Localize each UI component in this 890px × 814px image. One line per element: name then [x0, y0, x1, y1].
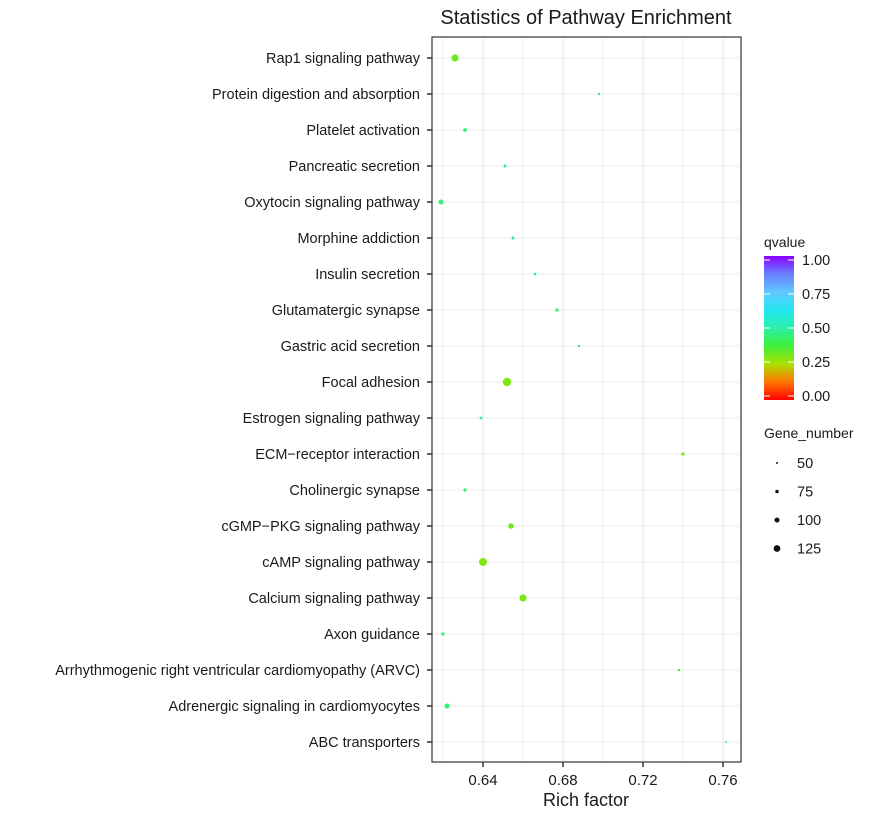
panel-border: [431, 36, 742, 763]
y-tick-label: ECM−receptor interaction: [255, 447, 420, 463]
colorbar-label: 0.50: [802, 321, 830, 337]
data-point: [677, 668, 681, 672]
size-legend-label: 50: [797, 456, 813, 472]
y-tick-label: Insulin secretion: [315, 267, 420, 283]
y-tick-label: Arrhythmogenic right ventricular cardiom…: [55, 663, 420, 679]
data-point: [438, 199, 444, 205]
size-legend-dot: [776, 462, 778, 464]
x-tick-label: 0.76: [708, 772, 737, 789]
chart-title: Statistics of Pathway Enrichment: [440, 7, 732, 29]
x-tick-label: 0.68: [548, 772, 577, 789]
colorbar-label: 0.00: [802, 389, 830, 405]
data-point: [479, 416, 483, 420]
data-point: [451, 54, 459, 62]
x-tick-label: 0.72: [628, 772, 657, 789]
gene-number-legend: Gene_number 50 75 100 125: [764, 425, 854, 558]
qvalue-legend-title: qvalue: [764, 234, 805, 250]
size-legend-dot: [774, 517, 780, 523]
size-legend-label: 125: [797, 542, 821, 558]
size-legend-label: 75: [797, 485, 813, 501]
y-tick-label: Protein digestion and absorption: [212, 87, 420, 103]
data-point: [463, 488, 467, 492]
y-tick-label: Axon guidance: [324, 627, 420, 643]
colorbar-label: 0.25: [802, 355, 830, 371]
data-point: [577, 344, 581, 348]
data-point: [508, 523, 514, 529]
data-point: [555, 308, 559, 312]
gene-number-legend-title: Gene_number: [764, 425, 854, 441]
y-tick-label: Platelet activation: [306, 123, 420, 139]
colorbar-label: 0.75: [802, 287, 830, 303]
y-tick-label: Estrogen signaling pathway: [243, 411, 421, 427]
data-point: [502, 377, 512, 387]
y-tick-label: cAMP signaling pathway: [262, 555, 420, 571]
data-point: [479, 558, 487, 566]
data-point: [681, 452, 685, 456]
size-legend-dot: [775, 489, 779, 494]
plot-panel: [432, 37, 741, 762]
x-axis-label: Rich factor: [543, 790, 629, 810]
y-tick-label: cGMP−PKG signaling pathway: [221, 519, 420, 535]
y-tick-label: Morphine addiction: [297, 231, 420, 247]
qvalue-legend: qvalue 1.00 0.75 0.50 0.25 0.00: [764, 234, 830, 405]
data-point: [441, 632, 445, 636]
data-point: [503, 164, 507, 168]
data-point: [725, 741, 727, 743]
data-point: [597, 92, 601, 96]
y-tick-label: Pancreatic secretion: [289, 159, 420, 175]
colorbar-label: 1.00: [802, 253, 830, 269]
data-point: [444, 703, 450, 709]
y-tick-label: Focal adhesion: [322, 375, 420, 391]
y-tick-label: Cholinergic synapse: [289, 483, 420, 499]
y-tick-label: Oxytocin signaling pathway: [244, 195, 420, 211]
y-tick-label: Gastric acid secretion: [281, 339, 420, 355]
y-tick-label: Calcium signaling pathway: [248, 591, 420, 607]
data-point: [463, 128, 467, 132]
data-point: [519, 594, 527, 602]
x-tick-label: 0.64: [468, 772, 497, 789]
data-point: [511, 236, 515, 240]
size-legend-label: 100: [797, 513, 821, 529]
y-tick-label: ABC transporters: [309, 735, 420, 751]
size-legend-dot: [773, 545, 781, 552]
y-tick-label: Rap1 signaling pathway: [266, 51, 421, 67]
y-tick-label: Glutamatergic synapse: [272, 303, 420, 319]
data-point: [533, 272, 537, 276]
y-tick-label: Adrenergic signaling in cardiomyocytes: [169, 699, 420, 715]
